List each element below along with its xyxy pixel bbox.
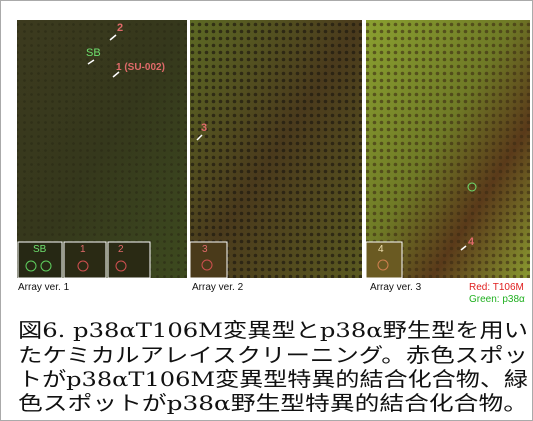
spot-grid	[366, 20, 530, 278]
caption-line: たケミカルアレイスクリーニング。赤色スポッ	[18, 343, 528, 367]
inset-label: 2	[118, 244, 124, 255]
caption-line: トがp38αT106M変異型特異的結合化合物、緑	[18, 367, 528, 391]
panel-label: Array ver. 3	[370, 282, 422, 293]
legend-green: Green: p38α	[469, 294, 525, 305]
caption-line: 図6. p38αT106M変異型とp38α野生型を用い	[18, 318, 528, 342]
inset-label: 3	[202, 244, 208, 255]
annotation: 4	[468, 236, 475, 248]
annotation: 2	[117, 22, 123, 34]
annotation: SB	[86, 47, 101, 59]
inset-label: 1	[80, 244, 86, 255]
caption-line: 色スポットがp38α野生型特異的結合化合物。	[18, 391, 528, 415]
legend-red: Red: T106M	[469, 282, 524, 293]
inset-label: 4	[378, 244, 384, 255]
annotation: 1 (SU-002)	[116, 62, 165, 73]
spot-grid	[17, 20, 187, 278]
inset-label: SB	[33, 244, 47, 255]
inset	[108, 242, 150, 278]
annotation: 3	[201, 122, 207, 134]
figure: 2 SB 1 (SU-002) SB 1 2 Array ver. 1 3 3 …	[0, 0, 533, 421]
spot-grid	[190, 20, 362, 278]
panel-label: Array ver. 1	[18, 282, 70, 293]
panel-label: Array ver. 2	[192, 282, 244, 293]
